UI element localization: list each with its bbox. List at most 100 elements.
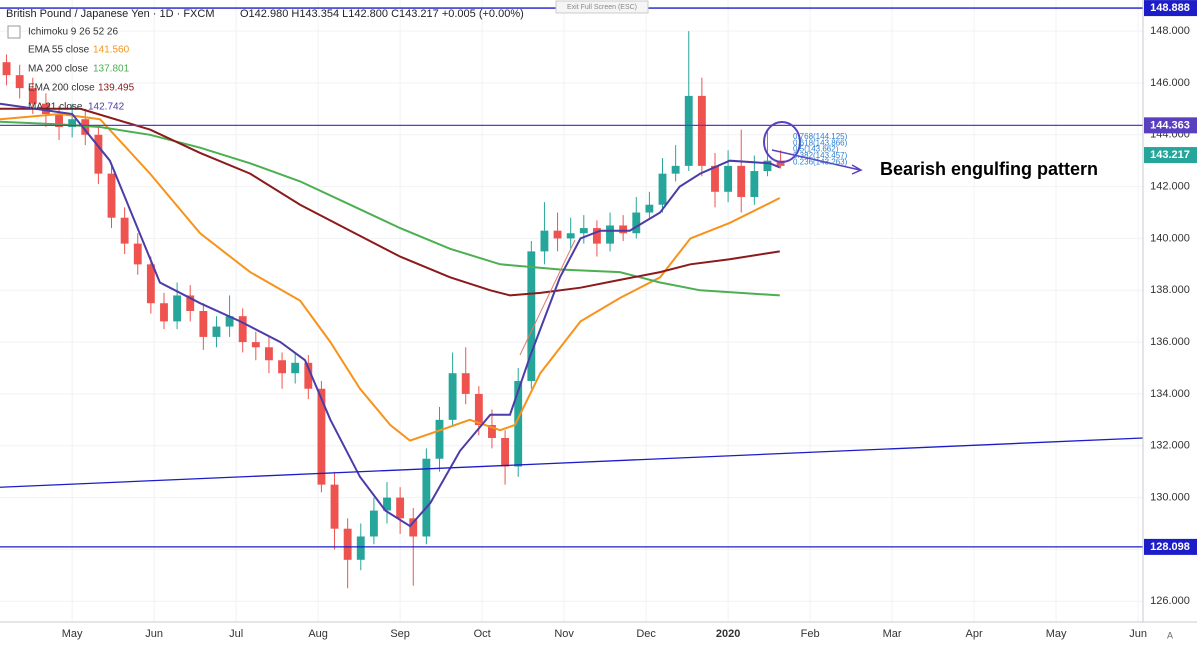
candle-body xyxy=(186,295,195,311)
last-price-label: 143.217 xyxy=(1150,149,1190,161)
ma-line xyxy=(0,107,780,297)
candle-body xyxy=(383,497,391,511)
candle-body xyxy=(724,165,733,192)
candle-body xyxy=(120,217,129,244)
candle-body xyxy=(658,173,667,205)
auto-button[interactable]: A xyxy=(1167,630,1173,640)
level-label: 128.098 xyxy=(1150,541,1190,553)
candle-body xyxy=(737,165,746,197)
y-tick-label: 136.000 xyxy=(1150,336,1190,348)
candle-body xyxy=(317,388,326,485)
drawn-line xyxy=(519,239,576,356)
x-tick-label: Oct xyxy=(474,628,491,640)
candle-body xyxy=(763,160,772,172)
fib-label: 0.768(144.125) xyxy=(793,132,848,141)
legend-label: MA 21 close xyxy=(28,102,83,113)
indicator-name: Ichimoku 9 26 52 26 xyxy=(28,27,118,38)
ma-line xyxy=(0,120,780,297)
fib-label: 0.382(143.457) xyxy=(793,151,848,160)
exit-hint[interactable]: Exit Full Screen (ESC) xyxy=(567,4,637,11)
x-tick-label: Jul xyxy=(229,628,243,640)
legend-label: EMA 200 close xyxy=(28,83,95,94)
candle-body xyxy=(225,316,234,327)
candle-body xyxy=(750,171,759,197)
x-tick-label: Dec xyxy=(636,628,656,640)
candle-body xyxy=(304,362,313,389)
level-label: 148.888 xyxy=(1150,2,1190,14)
candle-body xyxy=(369,510,378,537)
legend-label: EMA 55 close xyxy=(28,45,90,56)
candle-body xyxy=(566,233,575,239)
fib-label: 0.236(143.263) xyxy=(793,157,848,166)
candle-body xyxy=(592,228,601,244)
legend-label: MA 200 close xyxy=(28,64,88,75)
fib-labels: 0.768(144.125)0.618(143.866)0.5(143.662)… xyxy=(793,132,848,166)
candle-body xyxy=(291,362,300,374)
x-tick-label: Mar xyxy=(883,628,902,640)
candle-body xyxy=(684,95,693,166)
last-price-tag xyxy=(1144,147,1197,164)
legend-value: 142.742 xyxy=(88,102,125,113)
x-tick-label: Nov xyxy=(554,628,574,640)
ohlc-text: O142.980 H143.354 L142.800 C143.217 +0.0… xyxy=(240,8,524,20)
candle-body xyxy=(251,342,260,348)
candle-body xyxy=(94,134,103,174)
x-tick-label: May xyxy=(62,628,83,640)
x-tick-label: Aug xyxy=(308,628,328,640)
candle-body xyxy=(711,165,719,192)
level-label: 144.363 xyxy=(1150,119,1190,131)
x-tick-label: Jun xyxy=(1129,628,1147,640)
y-tick-label: 142.000 xyxy=(1150,181,1190,193)
candle-body xyxy=(645,204,654,213)
ma-line xyxy=(0,112,781,442)
candle-body xyxy=(579,228,588,234)
candle-body xyxy=(435,419,444,459)
candle-body xyxy=(2,62,11,76)
candle-body xyxy=(606,225,614,244)
exit-button[interactable] xyxy=(555,0,649,14)
candle-body xyxy=(278,360,286,374)
candle-body xyxy=(238,316,247,343)
arrow xyxy=(771,149,863,175)
candle-body xyxy=(461,373,470,394)
candle-body xyxy=(133,243,142,265)
x-tick-label: Sep xyxy=(390,628,410,640)
level-tag xyxy=(1144,117,1197,134)
candle-body xyxy=(409,518,418,537)
candle-body xyxy=(199,311,208,337)
candle-body xyxy=(330,484,339,529)
collapse-button[interactable] xyxy=(7,25,21,39)
candle-body xyxy=(697,95,706,166)
grid xyxy=(0,0,1143,622)
y-tick-label: 132.000 xyxy=(1150,440,1190,452)
candle-body xyxy=(776,160,785,166)
candle-body xyxy=(265,347,273,361)
x-tick-label: Jun xyxy=(145,628,163,640)
legend-value: 139.495 xyxy=(98,83,135,94)
chart-title: British Pound / Japanese Yen · 1D · FXCM xyxy=(6,8,215,20)
plot xyxy=(0,7,1144,589)
candle-body xyxy=(146,264,155,304)
candle-body xyxy=(488,425,496,438)
x-tick-label: 2020 xyxy=(716,628,740,640)
level-tag xyxy=(1144,538,1197,555)
candle-body xyxy=(474,393,483,426)
ma-line xyxy=(0,102,781,528)
annotation: Bearish engulfing pattern xyxy=(880,159,1098,179)
candle-body xyxy=(448,373,457,420)
candle-body xyxy=(671,165,680,174)
candle-body xyxy=(343,528,352,560)
fib-label: 0.5(143.662) xyxy=(793,145,839,154)
x-tick-label: Apr xyxy=(966,628,983,640)
y-tick-label: 146.000 xyxy=(1150,77,1190,89)
price-axis xyxy=(1143,0,1197,654)
candle-body xyxy=(55,114,63,127)
candle-body xyxy=(396,497,405,519)
candle-body xyxy=(553,230,562,239)
candle-body xyxy=(619,225,628,234)
candle-body xyxy=(540,230,549,252)
legend-value: 137.801 xyxy=(93,64,130,75)
